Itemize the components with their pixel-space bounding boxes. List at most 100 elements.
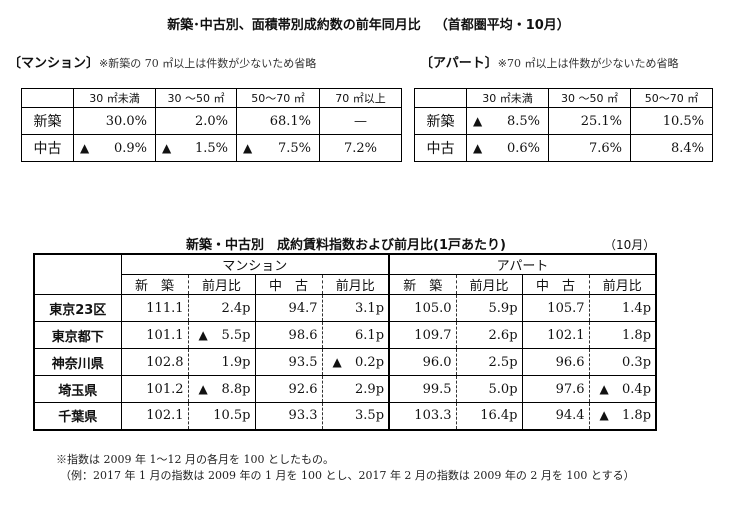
page-title-sub: （首都圏平均・10月） <box>434 18 570 33</box>
data-cell: 101.2 <box>120 375 189 403</box>
data-cell: 92.6 <box>254 375 323 403</box>
header-cell: 新 築 <box>388 274 457 295</box>
mansion-label: 〔マンション〕 <box>8 56 100 71</box>
data-cell: 105.0 <box>388 294 457 322</box>
data-cell: 10.5p <box>187 402 256 430</box>
cell-value: 1.8p <box>622 408 652 424</box>
data-cell: 3.1p <box>321 294 390 322</box>
row-label: 新築 <box>21 107 74 135</box>
cell-value: 3.1p <box>355 300 385 316</box>
cell-value: 102.1 <box>547 327 585 343</box>
cell-value: 111.1 <box>146 300 184 316</box>
data-cell: ▲ 1.5% <box>155 134 237 162</box>
data-cell: ▲ 7.5% <box>236 134 320 162</box>
data-cell: 93.5 <box>254 348 323 376</box>
triangle-icon: ▲ <box>198 381 208 396</box>
cell-value: 97.6 <box>555 381 585 397</box>
cell-value: 8.5% <box>506 113 540 129</box>
cell-value: 2.4p <box>221 300 251 316</box>
cell-value: 2.5p <box>488 354 518 370</box>
header-cell <box>21 88 74 108</box>
group-header-row: マンション アパート <box>33 253 657 295</box>
group-header-apart: アパート <box>388 253 657 275</box>
data-cell: 5.0p <box>455 375 523 403</box>
data-cell: 98.6 <box>254 321 323 349</box>
cell-value: — <box>354 113 367 129</box>
row-label: 千葉県 <box>33 402 122 430</box>
cell-value: 103.3 <box>414 408 452 424</box>
triangle-icon: ▲ <box>599 381 609 396</box>
mansion-area-table: 30 ㎡未満 30 ～50 ㎡ 50～70 ㎡ 70 ㎡以上 新築 30.0% … <box>21 88 402 162</box>
data-cell: 68.1% <box>236 107 320 135</box>
data-cell: 111.1 <box>120 294 189 322</box>
row-label: 新築 <box>414 107 467 135</box>
apart-label: 〔アパート〕 <box>420 56 498 71</box>
data-cell: 30.0% <box>73 107 156 135</box>
data-cell: 101.1 <box>120 321 189 349</box>
data-cell: 109.7 <box>388 321 457 349</box>
cell-value: 2.6p <box>488 327 518 343</box>
footnote-1: ※指数は 2009 年 1～12 月の各月を 100 としたもの。 <box>56 453 334 466</box>
cell-value: 68.1% <box>269 113 311 129</box>
cell-value: 25.1% <box>580 113 622 129</box>
rent-index-table: マンション アパート 新 築 前月比 中 古 前月比 新 築 前月比 中 古 前… <box>33 253 658 431</box>
data-cell: 94.7 <box>254 294 323 322</box>
cell-value: 8.4% <box>670 140 704 156</box>
data-cell: 1.8p <box>588 321 657 349</box>
triangle-icon: ▲ <box>332 354 342 369</box>
cell-value: 0.4p <box>622 381 652 397</box>
data-cell: ▲ 8.8p <box>187 375 256 403</box>
group-header-mansion: マンション <box>120 253 390 275</box>
cell-value: 109.7 <box>414 327 452 343</box>
triangle-icon: ▲ <box>80 140 90 155</box>
table-row: 東京都下 101.1 ▲ 5.5p 98.6 6.1p 109.7 2.6p 10… <box>33 321 657 349</box>
data-cell: 6.1p <box>321 321 390 349</box>
header-cell: 中 古 <box>254 274 323 295</box>
header-cell: 新 築 <box>120 274 189 295</box>
data-cell: 2.5p <box>455 348 523 376</box>
header-cell: 前月比 <box>321 274 390 295</box>
cell-value: 7.6% <box>588 140 622 156</box>
header-cell: 前月比 <box>588 274 657 295</box>
table-row: 千葉県 102.1 10.5p 93.3 3.5p 103.3 16.4p 94… <box>33 402 657 430</box>
data-cell: 2.9p <box>321 375 390 403</box>
table-row: 新築 ▲ 8.5% 25.1% 10.5% <box>414 107 713 135</box>
mansion-section-label: 〔マンション〕※新築の 70 ㎡以上は件数が少ないため省略 <box>8 52 316 71</box>
cell-value: 2.0% <box>194 113 228 129</box>
cell-value: 6.1p <box>355 327 385 343</box>
data-cell: ▲ 0.2p <box>321 348 390 376</box>
cell-value: 5.9p <box>488 300 518 316</box>
data-cell: 0.3p <box>588 348 657 376</box>
table-row: 神奈川県 102.8 1.9p 93.5 ▲ 0.2p 96.0 2.5p 96.… <box>33 348 657 376</box>
row-label: 東京都下 <box>33 321 122 349</box>
data-cell: 1.9p <box>187 348 256 376</box>
cell-value: 102.1 <box>146 408 184 424</box>
cell-value: 99.5 <box>422 381 452 397</box>
data-cell: 1.4p <box>588 294 657 322</box>
cell-value: 0.2p <box>355 354 385 370</box>
data-cell: ▲ 5.5p <box>187 321 256 349</box>
data-cell: 103.3 <box>388 402 457 430</box>
page-title: 新築･中古別、面積帯別成約数の前年同月比 （首都圏平均・10月） <box>0 14 737 33</box>
data-cell: 102.1 <box>120 402 189 430</box>
corner-cell <box>33 253 122 295</box>
triangle-icon: ▲ <box>473 140 483 155</box>
cell-value: 8.8p <box>221 381 251 397</box>
cell-value: 96.6 <box>555 354 585 370</box>
data-cell: 2.6p <box>455 321 523 349</box>
cell-value: 0.9% <box>113 140 147 156</box>
header-cell: 50～70 ㎡ <box>630 88 713 108</box>
index-section-title: 新築・中古別 成約賃料指数および前月比(1戸あたり) <box>186 238 506 253</box>
cell-value: 16.4p <box>480 408 518 424</box>
page-title-main: 新築･中古別、面積帯別成約数の前年同月比 <box>167 18 421 33</box>
cell-value: 96.0 <box>422 354 452 370</box>
triangle-icon: ▲ <box>243 140 253 155</box>
header-cell <box>414 88 467 108</box>
data-cell: 96.6 <box>521 348 590 376</box>
cell-value: 3.5p <box>355 408 385 424</box>
mansion-note: ※新築の 70 ㎡以上は件数が少ないため省略 <box>99 57 317 70</box>
data-cell: 16.4p <box>455 402 523 430</box>
data-cell: ▲ 1.8p <box>588 402 657 430</box>
data-cell: 102.1 <box>521 321 590 349</box>
cell-value: 2.9p <box>355 381 385 397</box>
